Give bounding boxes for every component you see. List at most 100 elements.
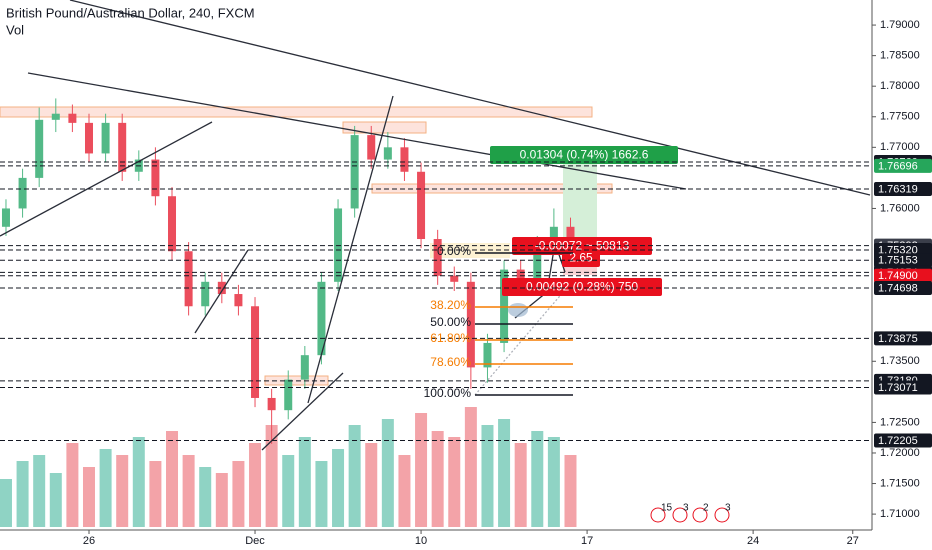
volume-bar — [265, 425, 278, 527]
trendline — [0, 121, 213, 237]
price-label: 1.76696 — [878, 160, 918, 172]
candle-body — [168, 196, 177, 252]
y-tick-label: 1.73500 — [880, 355, 920, 367]
candle-body — [317, 281, 326, 356]
price-label: 1.72205 — [878, 435, 918, 447]
zone — [430, 243, 510, 258]
event-badge — [714, 507, 730, 523]
volume-bar — [215, 473, 228, 527]
volume-bar — [199, 467, 212, 527]
candle-body — [68, 113, 77, 123]
volume-bar — [531, 431, 544, 527]
y-tick-label: 1.77000 — [880, 141, 920, 153]
y-tick-label: 1.77500 — [880, 111, 920, 123]
y-tick-label: 1.72500 — [880, 416, 920, 428]
candle-body — [35, 119, 44, 178]
zone — [0, 106, 593, 118]
event-badge-label: 3 — [725, 503, 731, 514]
candle-body — [367, 135, 376, 160]
volume-bar — [182, 455, 195, 527]
event-badge-label: 3 — [683, 503, 689, 514]
volume-bar — [49, 473, 62, 527]
volume-bar — [132, 437, 145, 527]
y-tick-label: 1.72000 — [880, 447, 920, 459]
candle-body — [549, 226, 558, 246]
fib-label: 78.60% — [430, 355, 471, 369]
candle-body — [18, 177, 27, 209]
y-tick-label: 1.76000 — [880, 202, 920, 214]
price-label: 1.76319 — [878, 183, 918, 195]
y-tick-label: 1.78500 — [880, 50, 920, 62]
candle-body — [267, 397, 276, 411]
trendline — [514, 242, 566, 319]
volume-bar — [249, 443, 262, 527]
candle-body — [300, 355, 309, 380]
volume-bar — [348, 425, 361, 527]
volume-bar — [398, 455, 411, 527]
candle-body — [151, 159, 160, 197]
price-label-box — [874, 331, 932, 346]
trendline — [194, 249, 249, 334]
drawings — [0, 0, 871, 451]
candle-body — [118, 122, 127, 172]
volume-bar — [415, 413, 428, 527]
candle-body — [483, 342, 492, 368]
volume-bar — [298, 437, 311, 527]
fib-label: 50.00% — [430, 315, 471, 329]
candle-body — [284, 379, 293, 411]
candle-body — [450, 275, 459, 282]
volume-bar — [448, 437, 461, 527]
volume-bar — [564, 455, 577, 527]
x-tick-label: 26 — [83, 535, 95, 547]
event-badge — [650, 507, 666, 523]
volume-bar — [82, 467, 95, 527]
candle-body — [433, 239, 442, 276]
price-label-box — [874, 433, 932, 448]
volume-bar — [514, 443, 527, 527]
x-tick-label: Dec — [245, 535, 265, 547]
candle-body — [101, 122, 110, 154]
price-label-box — [874, 380, 932, 395]
measure-box — [490, 146, 678, 164]
volume-bar — [481, 425, 494, 527]
candle-body — [1, 208, 10, 227]
volume-bar — [464, 407, 477, 527]
candle-body — [466, 281, 475, 368]
event-badge — [692, 507, 708, 523]
fib-label: 61.80% — [430, 331, 471, 345]
candle-body — [217, 281, 226, 295]
measure-label: 0.00492 (0.28%) 750 — [526, 280, 638, 294]
volume-bar — [498, 419, 511, 527]
x-tick-label: 27 — [847, 535, 859, 547]
volume-bar — [99, 449, 112, 527]
candle-body — [383, 147, 392, 160]
measure-label: 0.01304 (0.74%) 1662.6 — [520, 148, 649, 162]
y-tick-label: 1.71500 — [880, 477, 920, 489]
fib-label: 100.00% — [424, 386, 472, 400]
volume-bar — [315, 461, 328, 527]
y-tick-label: 1.78000 — [880, 80, 920, 92]
price-label: 1.74698 — [878, 282, 918, 294]
candle-body — [84, 122, 93, 154]
candle-body — [350, 135, 359, 209]
price-label-box — [874, 158, 932, 173]
volume-bar — [66, 443, 79, 527]
x-tick-label: 10 — [415, 535, 427, 547]
event-badge-label: 15 — [661, 503, 673, 514]
y-tick-label: 1.79000 — [880, 19, 920, 31]
volume-bar — [116, 455, 129, 527]
volume-bar — [166, 431, 179, 527]
measure-label: 2.65 — [569, 251, 593, 265]
candle-body — [234, 294, 243, 307]
event-badge — [672, 507, 688, 523]
volume-bar — [431, 431, 444, 527]
volume-bar — [365, 443, 378, 527]
measure-box — [502, 278, 662, 296]
measure-box — [562, 250, 600, 267]
price-label-box — [874, 181, 932, 196]
volume-bar — [547, 437, 560, 527]
price-label-box — [874, 281, 932, 296]
candle-body — [251, 306, 260, 398]
candle-body — [533, 245, 542, 282]
